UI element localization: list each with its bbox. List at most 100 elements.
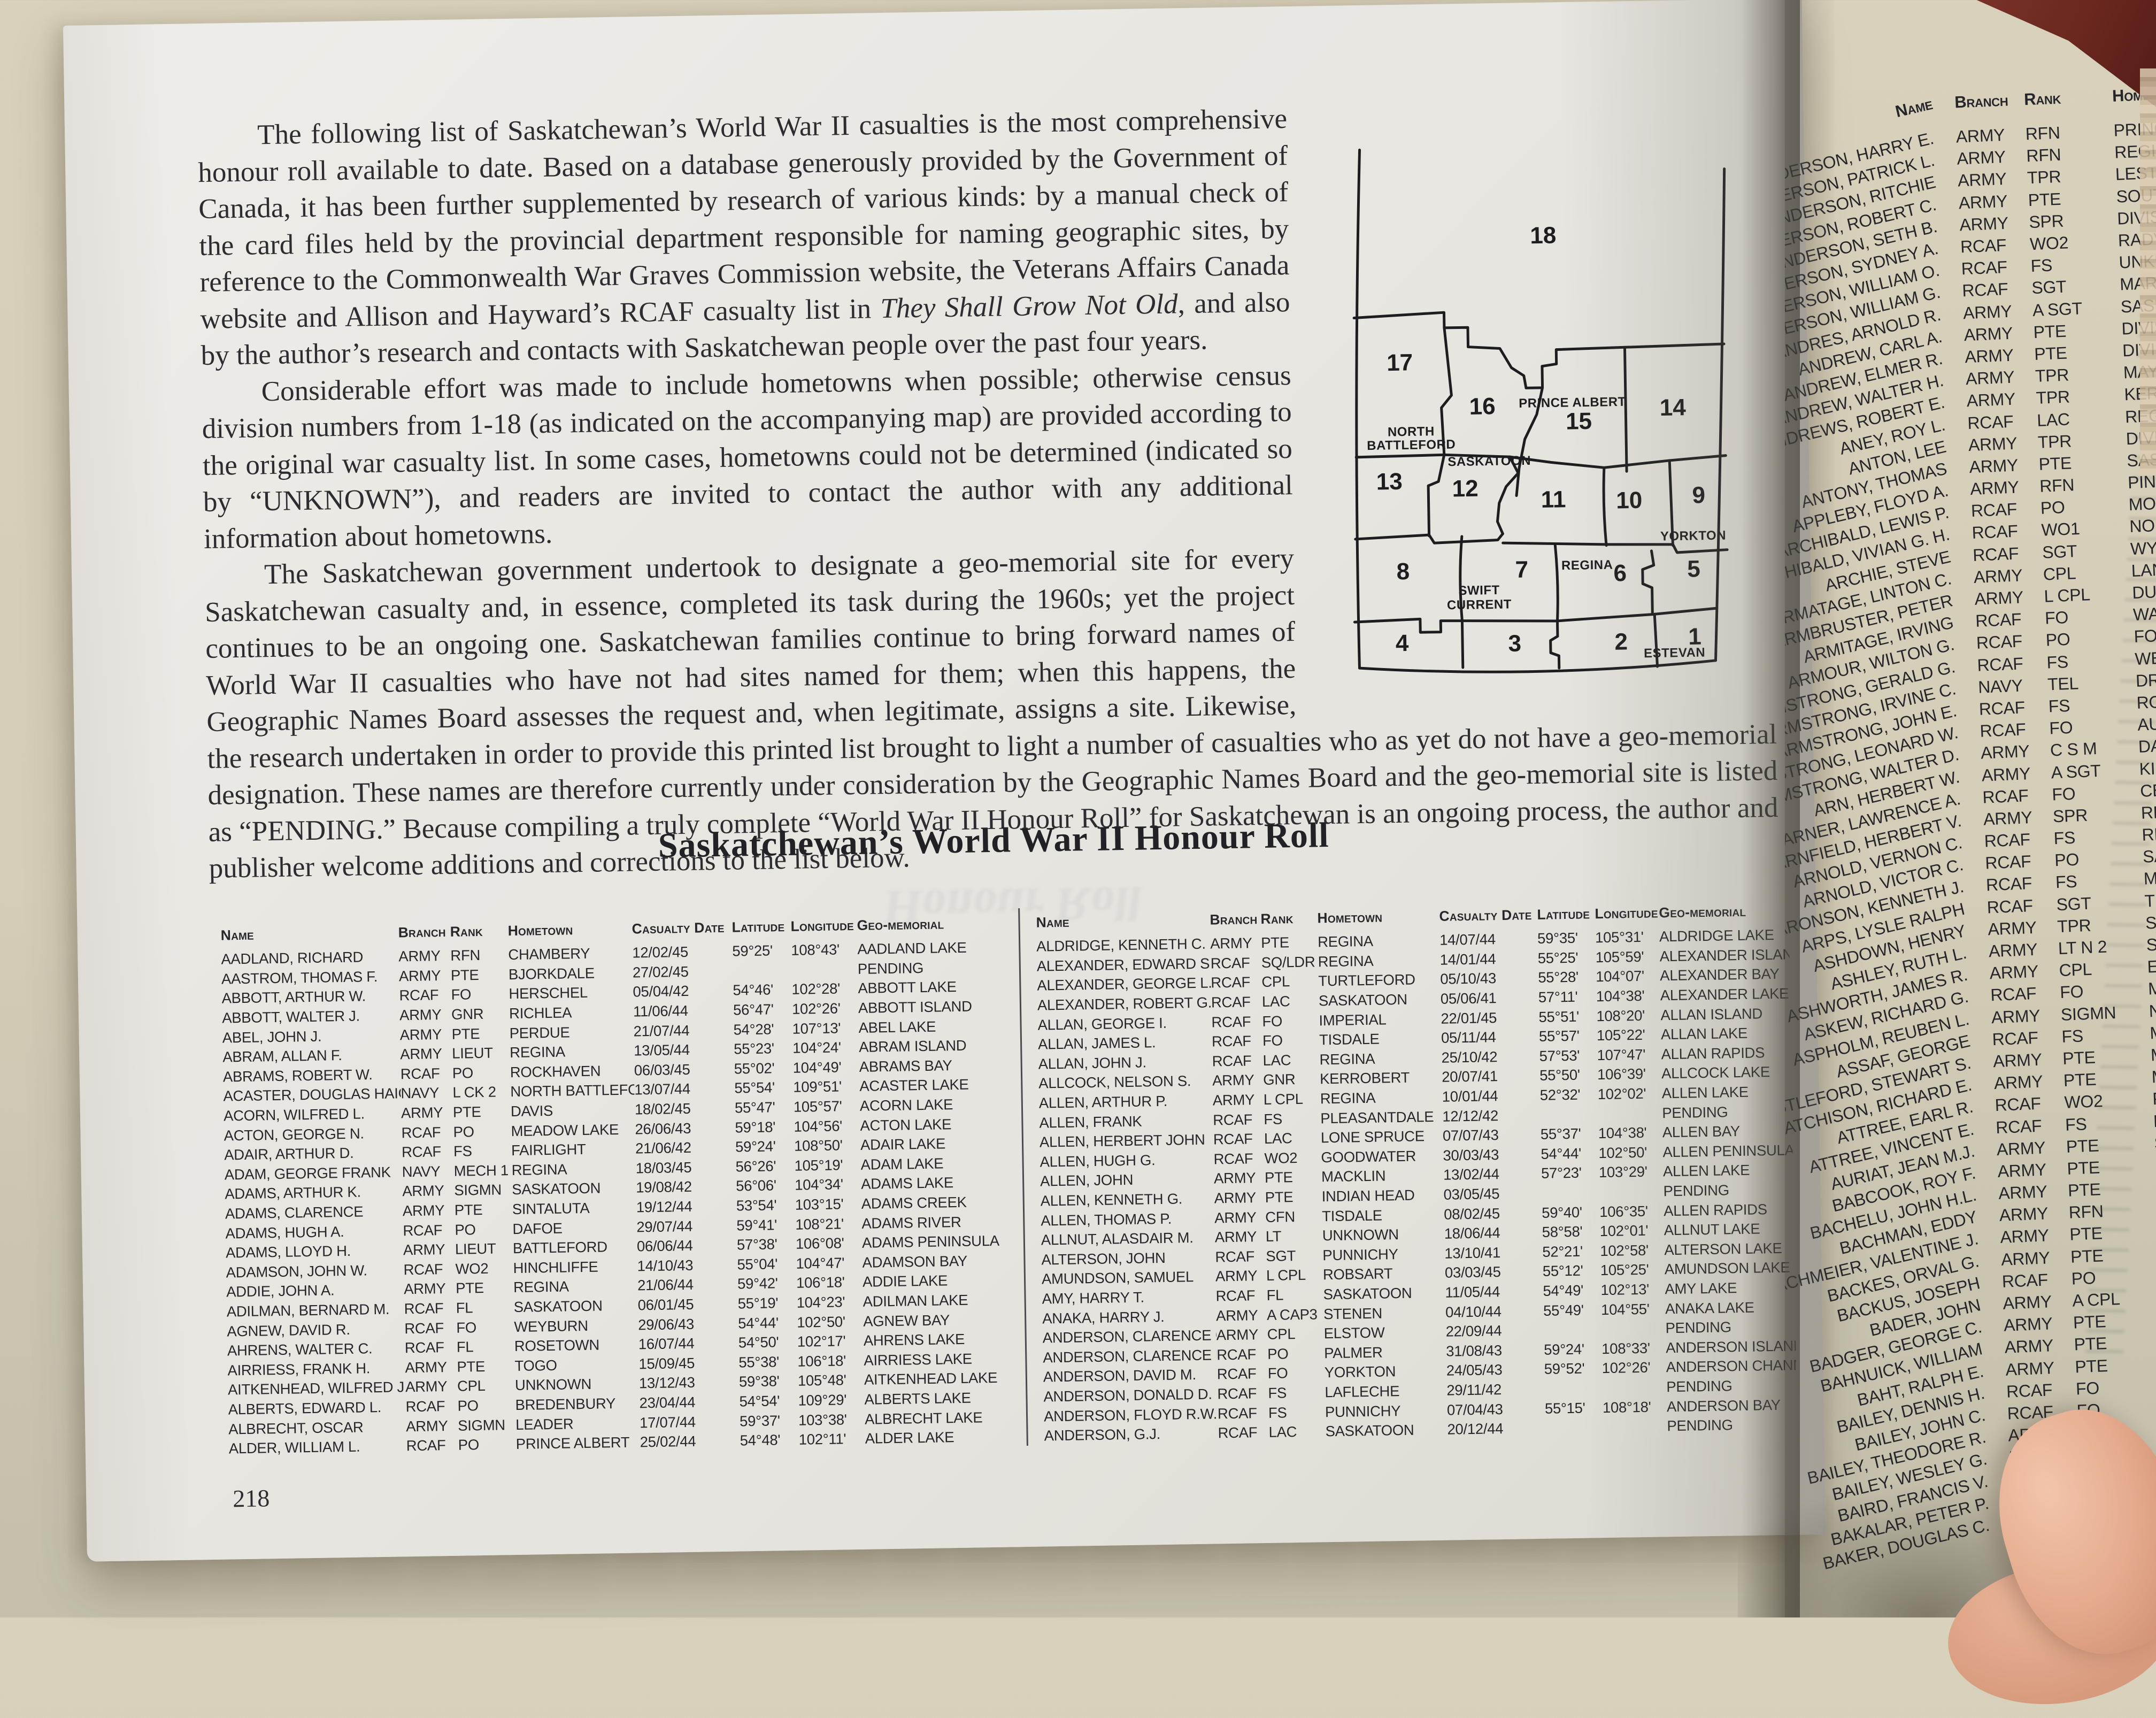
cell-branch: ARMY: [1966, 389, 2016, 411]
cell-geo-memorial: ACTON LAKE: [860, 1115, 952, 1134]
cell-name: ABBOTT, WALTER J.: [221, 1007, 360, 1026]
cell-rank: L CPL: [1266, 1267, 1306, 1284]
cell-hometown: UNKNOWN: [1322, 1226, 1399, 1244]
cell-branch: RCAF: [1982, 785, 2029, 807]
cell-casualty-date: 13/10/41: [1444, 1244, 1501, 1262]
cell-name: ANDERSON, CLARENCE C.: [1042, 1326, 1216, 1346]
cell-rank: SGT: [1266, 1247, 1296, 1264]
cell-geo-memorial: ANDERSON CHANNEL: [1666, 1356, 1796, 1376]
cell-branch: ARMY: [1962, 301, 2013, 323]
cell-casualty-date: 06/06/44: [636, 1237, 693, 1255]
cell-geo-memorial: ACORN LAKE: [859, 1096, 953, 1114]
cell-casualty-date: 13/05/44: [633, 1041, 690, 1059]
cell-branch: ARMY: [402, 1202, 445, 1220]
cell-branch: RCAF: [2001, 1270, 2049, 1291]
cell-casualty-date: 06/01/45: [637, 1295, 694, 1314]
cell-geo-memorial: ALTERSON LAKE: [1664, 1239, 1782, 1259]
cell-latitude: 55°02': [734, 1060, 775, 1077]
cell-hometown: SASKATOON: [512, 1179, 601, 1198]
cell-casualty-date: 06/03/45: [634, 1061, 690, 1079]
cell-branch: ARMY: [2005, 1357, 2055, 1379]
cell-branch: ARMY: [402, 1182, 444, 1200]
cell-branch: ARMY: [403, 1241, 445, 1259]
cell-rank: PO: [2045, 630, 2071, 650]
column-header-casualty-date: Casualty Date: [632, 919, 725, 937]
cell-hometown: REGINA: [1317, 933, 1374, 950]
cell-rank: PO: [458, 1436, 480, 1453]
column-header-name: Name: [1036, 914, 1069, 931]
map-division-number: 2: [1614, 628, 1628, 655]
cell-casualty-date: 22/09/44: [1445, 1322, 1502, 1340]
cell-geo-memorial: ALLEN PENINSULA: [1662, 1141, 1793, 1161]
cell-branch: RCAF: [1216, 1346, 1257, 1363]
cell-rank: GNR: [1262, 1071, 1296, 1088]
cell-casualty-date: 20/12/44: [1447, 1420, 1504, 1438]
cell-rank: PTE: [2038, 453, 2072, 474]
cell-rank: FO: [1262, 1032, 1283, 1049]
cell-geo-memorial: AMUNDSON LAKE: [1664, 1259, 1790, 1278]
cell-branch: RCAF: [1218, 1424, 1258, 1441]
cell-hometown: IMPERIAL: [1319, 1011, 1387, 1029]
cell-latitude: 55°37': [1540, 1125, 1581, 1143]
cell-rank: PTE: [452, 1103, 481, 1121]
cell-latitude: 54°44': [738, 1314, 779, 1332]
cell-branch: ARMY: [1214, 1228, 1257, 1246]
cell-latitude: 55°25': [1537, 949, 1578, 967]
cell-name: ANDERSON, G.J.: [1044, 1425, 1161, 1444]
cell-rank: PTE: [2034, 343, 2068, 364]
cell-longitude: 104°56': [794, 1117, 843, 1135]
cell-branch: ARMY: [401, 1104, 443, 1122]
cell-rank: PO: [1267, 1345, 1289, 1362]
map-division-number: 5: [1687, 556, 1700, 582]
cell-branch: RCAF: [1217, 1404, 1257, 1422]
cell-geo-memorial: AMY LAKE: [1665, 1279, 1737, 1298]
cell-longitude: 107°13': [792, 1019, 841, 1037]
cell-rank: SGT: [2031, 277, 2067, 298]
cell-geo-memorial: ANDERSON ISLAND: [1665, 1337, 1796, 1356]
cell-name: ALLAN, GEORGE I.: [1037, 1014, 1167, 1033]
cell-longitude: 104°47': [796, 1254, 845, 1272]
column-header-branch: Branch: [1954, 90, 2008, 112]
cell-name: ANDERSON, DAVID M.: [1043, 1366, 1197, 1385]
cell-rank: WO2: [1264, 1149, 1298, 1167]
cell-longitude: 105°22': [1596, 1026, 1645, 1044]
cell-casualty-date: 05/11/44: [1441, 1029, 1496, 1047]
cell-rank: LAC: [2036, 409, 2070, 430]
cell-longitude: 105°59': [1595, 948, 1644, 966]
cell-latitude: 55°12': [1542, 1262, 1583, 1280]
cell-casualty-date: 21/06/44: [637, 1276, 694, 1294]
column-header-casualty-date: Casualty Date: [1439, 906, 1532, 924]
cell-name: ADILMAN, BERNARD M.: [226, 1300, 390, 1320]
cell-branch: ARMY: [1996, 1138, 2046, 1159]
cell-hometown: NORTH BATTLEFORD: [510, 1081, 635, 1100]
cell-latitude: 56°47': [733, 1001, 774, 1018]
cell-geo-memorial: ADILMAN LAKE: [863, 1291, 968, 1310]
cell-rank: SPR: [2028, 211, 2065, 232]
cell-rank: CPL: [1267, 1325, 1296, 1343]
cell-latitude: [1542, 1192, 1599, 1193]
cell-hometown: ROSETOWN: [514, 1336, 600, 1355]
cell-geo-memorial: ADAMS CREEK: [861, 1193, 967, 1212]
cell-longitude: [1599, 1191, 1664, 1192]
cell-branch: RCAF: [1975, 609, 2022, 631]
column-header-hometown: Hometown: [507, 921, 573, 939]
cell-branch: RCAF: [1961, 257, 2008, 279]
cell-branch: ARMY: [403, 1280, 446, 1298]
cell-casualty-date: 23/04/44: [639, 1393, 696, 1412]
cell-latitude: 53°54': [736, 1197, 777, 1214]
cell-latitude: 55°38': [738, 1353, 780, 1371]
cell-casualty-date: 13/12/43: [638, 1374, 695, 1392]
cell-longitude: 106°08': [795, 1234, 844, 1252]
cell-geo-memorial: ALEXANDER ISLAND: [1659, 946, 1790, 965]
cell-hometown: PRINCE ALBERT: [515, 1433, 630, 1453]
cell-casualty-date: 22/01/45: [1441, 1009, 1497, 1027]
cell-hometown: PERDUE: [509, 1024, 570, 1041]
cell-branch: ARMY: [2002, 1292, 2052, 1313]
cell-hometown: FAIRLIGHT: [511, 1141, 586, 1159]
cell-branch: RCAF: [399, 986, 439, 1004]
cell-branch: ARMY: [399, 1006, 442, 1024]
cell-rank: L CK 2: [452, 1083, 496, 1101]
map-division-number: 14: [1659, 394, 1686, 421]
cell-rank: PTE: [1260, 934, 1290, 952]
book-photo: { "book": { "left_page": { "page_number"…: [0, 0, 2156, 1617]
